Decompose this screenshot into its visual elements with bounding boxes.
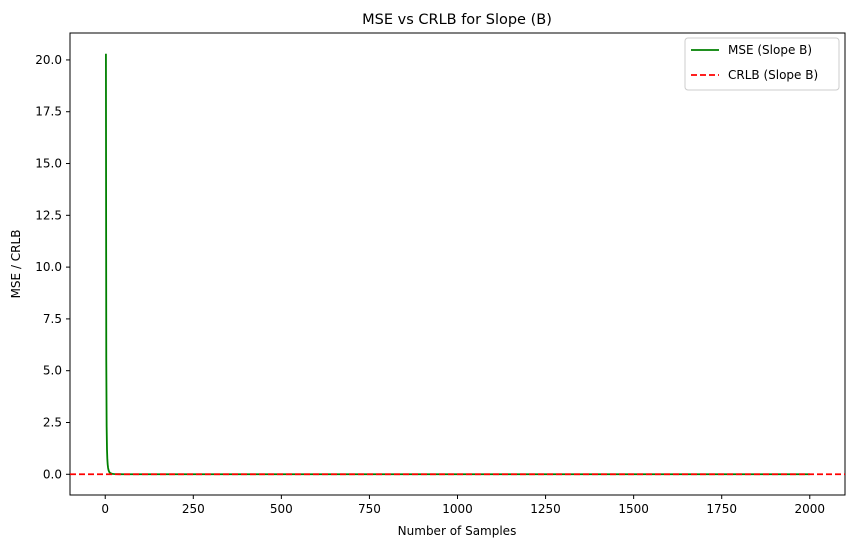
y-tick-label: 20.0 — [35, 53, 62, 67]
y-tick-label: 10.0 — [35, 260, 62, 274]
y-tick-label: 5.0 — [43, 364, 62, 378]
legend: MSE (Slope B) CRLB (Slope B) — [684, 37, 840, 91]
x-axis-label: Number of Samples — [398, 524, 517, 538]
y-tick-label: 12.5 — [35, 208, 62, 222]
x-tick-label: 2000 — [794, 502, 825, 516]
y-tick-label: 0.0 — [43, 467, 62, 481]
y-tick-label: 15.0 — [35, 157, 62, 171]
x-tick-label: 750 — [358, 502, 381, 516]
x-tick-label: 500 — [270, 502, 293, 516]
legend-label-mse: MSE (Slope B) — [728, 43, 812, 57]
y-tick-label: 17.5 — [35, 105, 62, 119]
ticks-layer: 0 250 500 750 1000 1250 1500 1750 2000 0.0 2.5 5.0 7… — [35, 53, 825, 516]
x-tick-label: 1000 — [442, 502, 473, 516]
y-tick-label: 2.5 — [43, 415, 62, 429]
x-tick-label: 1500 — [618, 502, 649, 516]
plot-area — [69, 32, 846, 496]
x-tick-label: 1750 — [706, 502, 737, 516]
x-tick-label: 250 — [182, 502, 205, 516]
chart-title: MSE vs CRLB for Slope (B) — [362, 12, 552, 28]
x-tick-label: 0 — [101, 502, 109, 516]
data-layer — [70, 53, 845, 476]
legend-box — [684, 37, 840, 91]
x-tick-label: 1250 — [530, 502, 561, 516]
y-axis-label: MSE / CRLB — [9, 230, 23, 299]
legend-label-crlb: CRLB (Slope B) — [728, 68, 818, 82]
y-tick-label: 7.5 — [43, 312, 62, 326]
